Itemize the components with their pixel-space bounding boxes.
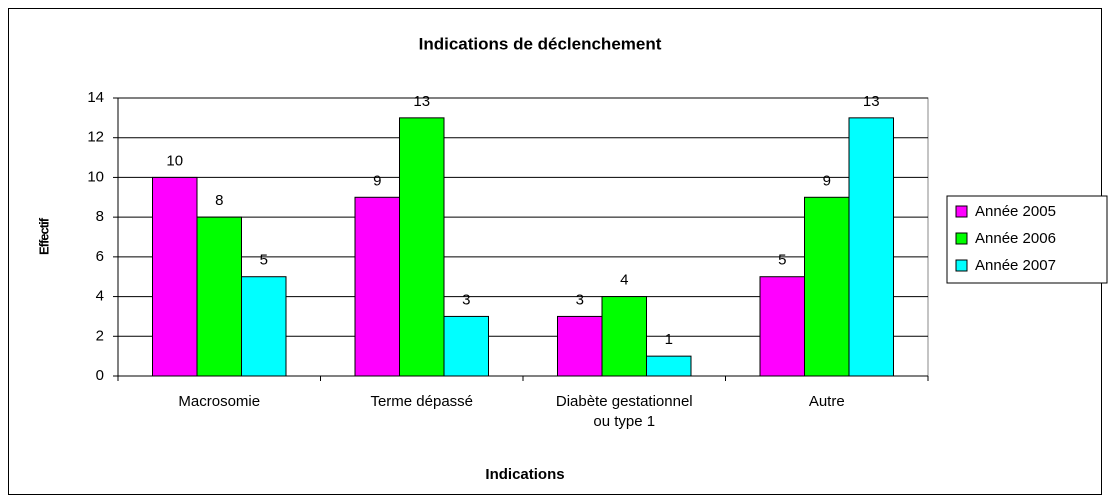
data-label: 8 [215, 192, 223, 209]
chart-title: Indications de déclenchement [419, 34, 662, 53]
bar [354, 196, 400, 377]
y-tick-label: 8 [96, 208, 104, 225]
data-label: 4 [620, 272, 628, 289]
bar [759, 276, 805, 377]
y-tick-label: 4 [96, 288, 104, 305]
bar [646, 355, 692, 377]
data-label: 5 [260, 252, 268, 269]
bar [241, 276, 287, 377]
y-tick-label: 0 [96, 367, 104, 384]
y-tick-label: 6 [96, 248, 104, 265]
data-label: 10 [166, 152, 183, 169]
x-axis-title: Indications [485, 466, 564, 483]
legend-swatch [955, 232, 968, 245]
data-label: 1 [665, 331, 673, 348]
bar [196, 216, 242, 377]
data-label: 3 [576, 291, 584, 308]
data-label: 9 [373, 172, 381, 189]
data-label: 3 [462, 291, 470, 308]
bar [804, 196, 850, 377]
bar [848, 117, 894, 377]
x-tick-label: Diabète gestationnel ou type 1 [556, 393, 693, 430]
data-label: 13 [413, 93, 430, 110]
bar [443, 315, 489, 377]
x-tick-label: Macrosomie [178, 393, 260, 410]
legend-swatch [955, 259, 968, 272]
data-label: 13 [863, 93, 880, 110]
legend-label: Année 2006 [975, 230, 1056, 247]
bar [152, 176, 198, 377]
legend-label: Année 2007 [975, 257, 1056, 274]
legend-swatch [955, 205, 968, 218]
bar [557, 315, 603, 377]
x-tick-label: Terme dépassé [370, 393, 473, 410]
data-label: 5 [778, 252, 786, 269]
legend-box [946, 195, 1108, 284]
y-tick-label: 14 [87, 89, 104, 106]
y-tick-label: 10 [87, 168, 104, 185]
y-tick-label: 2 [96, 327, 104, 344]
y-tick-label: 12 [87, 129, 104, 146]
bar [601, 296, 647, 377]
x-tick-label: Autre [809, 393, 845, 410]
y-axis-title: Effectif [36, 217, 51, 255]
data-label: 9 [823, 172, 831, 189]
legend-label: Année 2005 [975, 203, 1056, 220]
bar [399, 117, 445, 377]
